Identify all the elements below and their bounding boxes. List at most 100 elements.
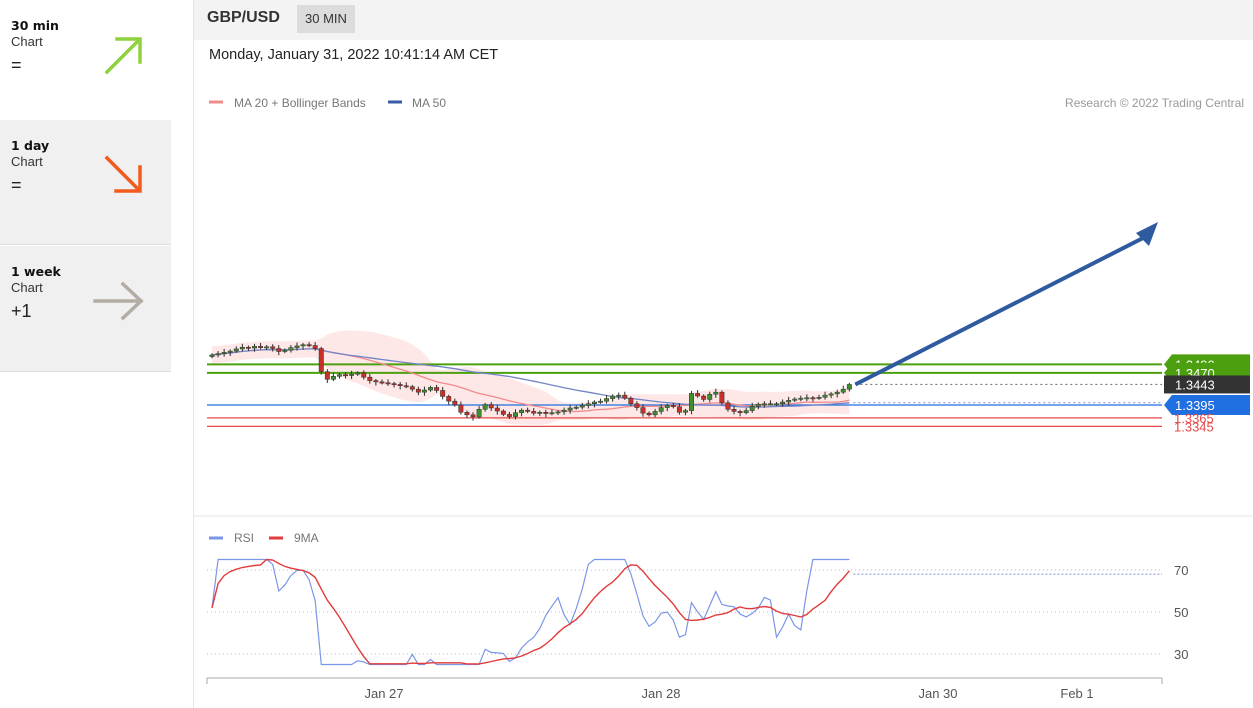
candle-body: [488, 404, 494, 409]
candle-body: [458, 404, 464, 413]
rsi-9ma-line: [211, 558, 850, 665]
candle-body: [349, 373, 355, 376]
candle-body: [306, 344, 312, 347]
last-price-tag: [1164, 375, 1250, 394]
candle-body: [810, 397, 816, 400]
candle-body: [525, 409, 531, 412]
candle-body: [537, 412, 543, 414]
pair-title: GBP/USD: [207, 9, 280, 26]
candle-body: [670, 405, 676, 407]
candle-body: [506, 414, 512, 417]
candle-body: [761, 403, 767, 406]
timeframe-1day[interactable]: 1 day Chart =: [0, 120, 171, 245]
candle-body: [422, 389, 427, 393]
timeframe-1week[interactable]: 1 week Chart +1: [0, 246, 171, 372]
x-tick-label: Feb 1: [1060, 686, 1093, 701]
candle-body: [409, 386, 415, 390]
candle-body: [616, 394, 622, 397]
candle-body: [446, 396, 452, 402]
candle-body: [337, 374, 342, 377]
candle-body: [543, 412, 549, 414]
candle-body: [282, 349, 288, 352]
candle-body: [270, 346, 276, 349]
candle-body: [258, 346, 264, 348]
candle-body: [379, 381, 385, 384]
candle-body: [549, 412, 555, 415]
candle-body: [701, 395, 707, 400]
candle-body: [227, 350, 233, 353]
chart-datetime: Monday, January 31, 2022 10:41:14 AM CET: [209, 47, 499, 63]
candle-body: [658, 407, 664, 412]
candle-body: [585, 403, 591, 406]
timeframe-title: 30 min: [11, 18, 59, 33]
rsi-level-label: 30: [1174, 647, 1188, 662]
candle-body: [798, 397, 804, 400]
candle-body: [834, 391, 840, 395]
x-tick-label: Jan 28: [641, 686, 680, 701]
x-tick-label: Jan 30: [918, 686, 957, 701]
candle-body: [604, 398, 609, 402]
timeframe-sidebar: 30 min Chart = 1 day Chart = 1 week Char…: [0, 0, 171, 373]
candle-body: [713, 391, 719, 395]
right-arrow-icon: [93, 281, 144, 321]
candle-body: [646, 412, 652, 416]
candle-body: [689, 393, 694, 411]
candle-body: [221, 352, 227, 354]
candle-body: [428, 387, 433, 391]
candle-body: [567, 407, 573, 411]
legend-9ma-label: 9MA: [294, 531, 319, 545]
candle-body: [264, 346, 270, 349]
candle-body: [513, 412, 518, 417]
timeframe-value: =: [11, 55, 22, 75]
rsi-level-label: 50: [1174, 605, 1188, 620]
x-tick-label: Jan 27: [364, 686, 403, 701]
pivot-level-label: 1.3395: [1175, 398, 1215, 413]
candle-body: [324, 371, 330, 380]
candle-body: [634, 403, 640, 408]
rsi-line: [211, 558, 850, 666]
support-level-label: 1.3365: [1174, 411, 1214, 426]
candle-body: [707, 394, 713, 400]
up-right-arrow-icon: [104, 37, 142, 75]
candle-body: [434, 387, 440, 391]
down-right-arrow-icon: [104, 155, 142, 193]
candle-body: [719, 391, 725, 404]
candle-body: [755, 403, 761, 407]
timeframe-subtitle: Chart: [11, 280, 43, 295]
candle-body: [786, 400, 792, 403]
ma50-line: [211, 348, 850, 408]
candle-body: [598, 400, 603, 403]
timeframe-value: +1: [11, 301, 32, 321]
candle-body: [828, 393, 834, 396]
forecast-arrow-shaft: [854, 234, 1148, 387]
candle-body: [652, 411, 658, 416]
candle-body: [373, 380, 379, 383]
candle-body: [397, 384, 403, 386]
candle-body: [628, 397, 634, 404]
chart-header: GBP/USD 30 MIN: [194, 0, 1253, 40]
timeframe-badge[interactable]: 30 MIN: [297, 5, 355, 33]
candle-body: [276, 348, 282, 352]
timeframe-title: 1 week: [11, 264, 61, 279]
timeframe-30min[interactable]: 30 min Chart =: [0, 0, 171, 120]
candle-body: [452, 400, 458, 406]
candle-body: [343, 374, 348, 377]
candle-body: [767, 403, 773, 406]
candle-body: [482, 404, 488, 410]
candle-body: [840, 388, 846, 393]
candle-body: [239, 346, 245, 350]
divider: [193, 0, 194, 708]
candle-body: [361, 372, 367, 378]
candle-body: [683, 410, 688, 413]
candle-body: [440, 390, 446, 397]
candle-body: [403, 385, 409, 388]
candle-body: [640, 407, 646, 414]
candle-body: [245, 346, 251, 349]
candle-body: [695, 393, 701, 397]
candle-body: [470, 414, 476, 418]
candle-body: [312, 345, 318, 349]
candle-body: [780, 401, 786, 404]
timeframe-title: 1 day: [11, 138, 50, 153]
candle-body: [743, 410, 749, 413]
